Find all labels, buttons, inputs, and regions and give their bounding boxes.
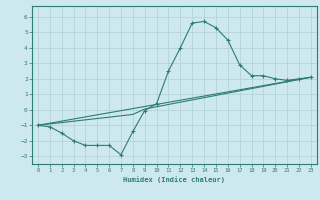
X-axis label: Humidex (Indice chaleur): Humidex (Indice chaleur) bbox=[124, 176, 225, 183]
